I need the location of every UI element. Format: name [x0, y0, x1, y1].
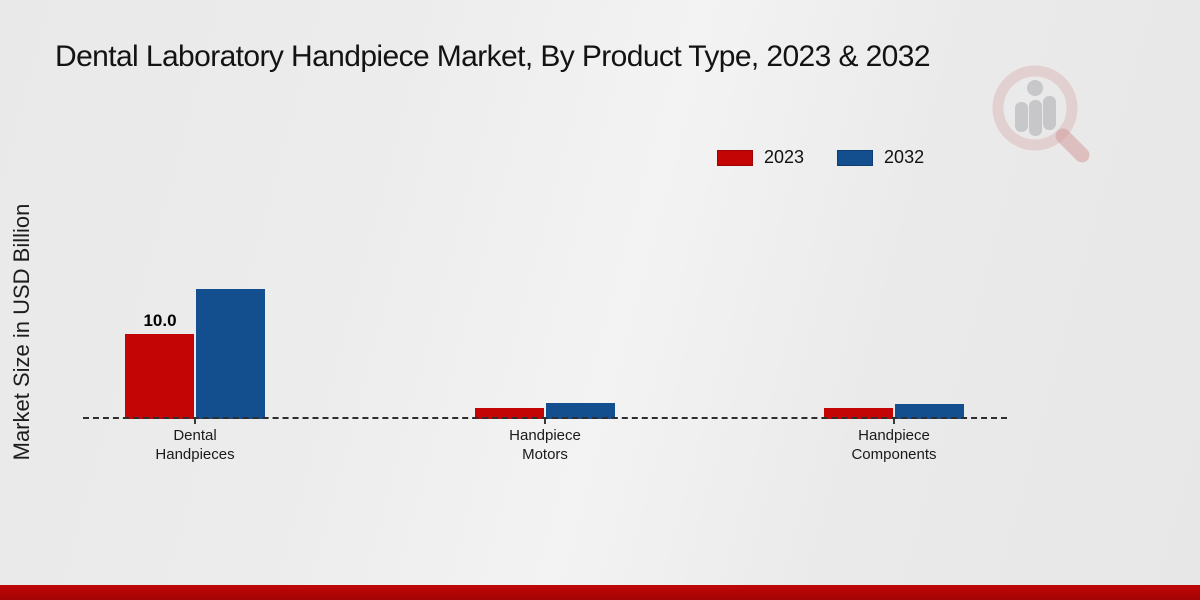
category-label: Handpiece Components: [851, 427, 937, 463]
bar-value-label: 10.0: [143, 311, 177, 330]
category-label: Dental Handpieces: [155, 427, 235, 463]
legend-label-2032: 2032: [884, 147, 925, 167]
bar-2023-group0: [125, 334, 194, 419]
legend-swatch-2023: [717, 149, 753, 166]
legend: 2023 2032: [717, 147, 924, 168]
legend-label-2023: 2023: [764, 147, 805, 167]
legend-swatch-2032: [837, 149, 874, 166]
zero-baseline: [83, 417, 1007, 419]
bar-2032-group0: [196, 289, 265, 419]
footer-red-bar: [0, 585, 1200, 600]
category-label: Handpiece Motors: [509, 427, 581, 463]
x-axis-tick: [194, 419, 196, 424]
bar-2023-group1: [475, 408, 544, 419]
magnifier-bar-chart-logo-icon: [992, 65, 1090, 163]
chart-title: Dental Laboratory Handpiece Market, By P…: [55, 40, 931, 73]
bar-2023-group2: [824, 408, 893, 419]
bar-2032-group2: [895, 404, 964, 419]
x-axis-tick: [893, 419, 895, 424]
bar-2032-group1: [546, 403, 615, 419]
x-axis-tick: [544, 419, 546, 424]
